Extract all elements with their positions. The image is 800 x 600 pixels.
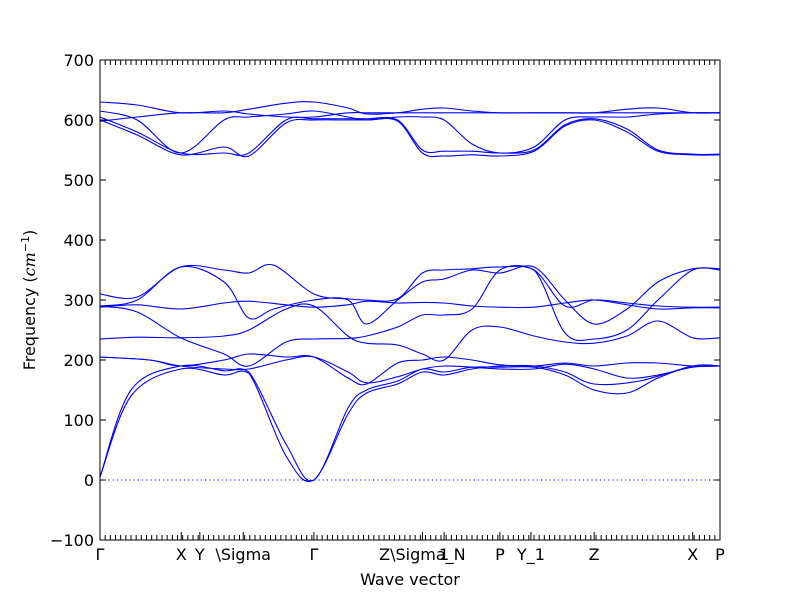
x-tick-label: X bbox=[176, 545, 187, 564]
y-tick-label: 100 bbox=[63, 411, 94, 430]
band-line-5 bbox=[100, 304, 720, 361]
y-tick-label: 300 bbox=[63, 291, 94, 310]
y-tick-label: 0 bbox=[84, 471, 94, 490]
y-tick-label: 500 bbox=[63, 171, 94, 190]
x-tick-label: Y_1 bbox=[516, 545, 545, 565]
band-line-6 bbox=[100, 266, 720, 367]
x-tick-label: P bbox=[715, 545, 725, 564]
band-line-8 bbox=[100, 264, 720, 307]
band-line-9 bbox=[100, 300, 720, 309]
y-axis-label-unit: cm bbox=[20, 252, 39, 276]
x-tick-label: \Sigma bbox=[215, 545, 271, 564]
y-axis-label-text: Frequency bbox=[20, 288, 39, 371]
y-axis-label-exp: −1 bbox=[19, 236, 32, 252]
y-tick-label: −100 bbox=[50, 531, 94, 550]
band-line-4 bbox=[100, 354, 720, 385]
x-axis-label: Wave vector bbox=[360, 570, 460, 589]
band-line-14 bbox=[100, 102, 720, 122]
x-tick-label: P bbox=[495, 545, 505, 564]
x-tick-label: Γ bbox=[309, 545, 318, 564]
y-tick-label: 400 bbox=[63, 231, 94, 250]
y-axis-label: Frequency (cm−1) bbox=[19, 230, 40, 371]
x-tick-label: Y bbox=[194, 545, 205, 564]
y-tick-label: 700 bbox=[63, 51, 94, 70]
y-tick-label: 200 bbox=[63, 351, 94, 370]
x-tick-label: X bbox=[687, 545, 698, 564]
band-line-7 bbox=[100, 266, 720, 324]
x-tick-label: Z bbox=[589, 545, 600, 564]
x-tick-label: Γ bbox=[96, 545, 105, 564]
x-tick-label: Z\Sigma_N bbox=[379, 545, 465, 565]
x-tick-label: 1 bbox=[439, 545, 449, 564]
plot-area bbox=[100, 102, 720, 482]
band-line-10 bbox=[100, 118, 720, 156]
y-tick-label: 600 bbox=[63, 111, 94, 130]
band-line-13 bbox=[100, 102, 720, 117]
y-axis-label-close: ) bbox=[20, 230, 39, 236]
band-line-1 bbox=[100, 365, 720, 482]
